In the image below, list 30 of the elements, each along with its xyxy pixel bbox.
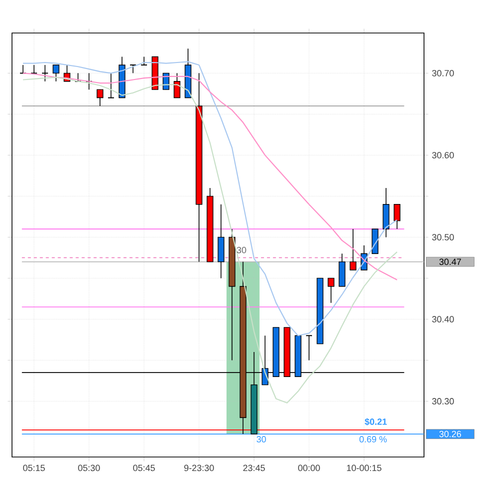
x-tick-label: 00:00	[298, 464, 320, 472]
candlestick	[96, 89, 104, 106]
candlestick	[328, 278, 334, 304]
annotation: 30	[236, 246, 246, 254]
y-tick-label: 30.30	[432, 398, 454, 404]
annotation: 0.69 %	[359, 436, 387, 442]
y-tick-label: 30.70	[432, 70, 454, 76]
candlestick	[42, 64, 48, 82]
candlestick	[108, 72, 114, 98]
candlestick	[52, 64, 60, 82]
candlestick	[174, 72, 180, 98]
annotation: 30	[256, 436, 266, 442]
x-tick-label: 05:30	[78, 464, 100, 472]
candlestick	[394, 204, 400, 230]
x-tick-label: 10-00:15	[347, 464, 382, 472]
candlestick	[30, 64, 38, 74]
y-tick-label: 30.50	[432, 234, 454, 240]
candlestick	[140, 56, 148, 66]
y-tick-label: 30.40	[432, 316, 454, 322]
x-tick-label: 05:15	[23, 464, 45, 472]
ref-line-label: 30.47	[439, 258, 461, 265]
candlestick	[306, 335, 313, 361]
ref-line-label: 30.26	[439, 430, 462, 438]
candlestick	[130, 64, 136, 74]
x-tick-label: 05:45	[133, 464, 155, 472]
y-tick-label: 30.60	[432, 152, 454, 158]
x-tick-label: 23:45	[243, 464, 265, 472]
annotation: $0.21	[364, 418, 387, 426]
x-tick-label: 9-23:30	[184, 464, 214, 472]
candlestick	[350, 228, 356, 270]
